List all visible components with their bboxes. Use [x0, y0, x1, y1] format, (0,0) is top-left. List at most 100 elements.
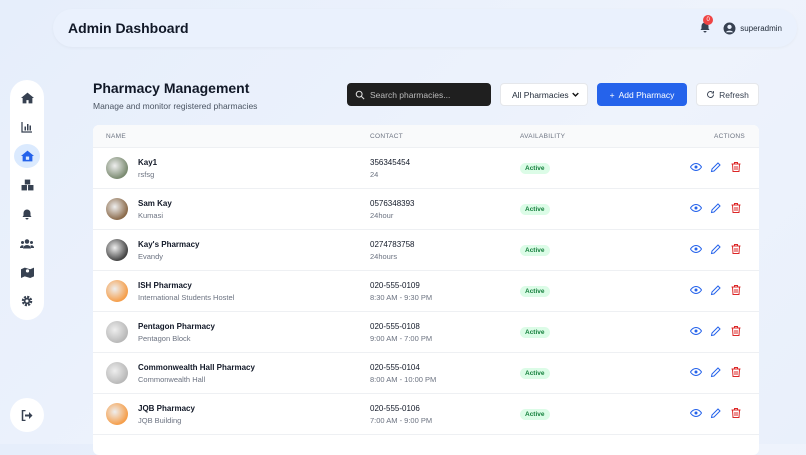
- column-name: NAME: [106, 133, 126, 140]
- view-button[interactable]: [690, 366, 702, 378]
- pharmacy-avatar: [106, 198, 128, 220]
- status-badge: Active: [520, 286, 550, 297]
- add-pharmacy-button[interactable]: + Add Pharmacy: [597, 83, 687, 106]
- status-badge: Active: [520, 409, 550, 420]
- refresh-label: Refresh: [719, 89, 749, 100]
- user-menu[interactable]: superadmin: [723, 22, 782, 35]
- status-badge: Active: [520, 245, 550, 256]
- refresh-icon: [707, 91, 715, 98]
- chevron-down-icon: [572, 92, 579, 97]
- view-button[interactable]: [690, 202, 702, 214]
- delete-button[interactable]: [730, 161, 742, 173]
- logout-icon: [21, 409, 33, 421]
- pharmacy-location: Commonwealth Hall: [138, 375, 206, 384]
- column-actions: ACTIONS: [714, 133, 745, 140]
- pharmacy-hours: 24: [370, 170, 379, 179]
- status-badge: Active: [520, 327, 550, 338]
- edit-button[interactable]: [710, 243, 722, 255]
- pharmacy-location: rsfsg: [138, 170, 155, 179]
- filter-select[interactable]: All Pharmacies: [500, 83, 588, 106]
- home-icon: [20, 92, 34, 104]
- view-button[interactable]: [690, 325, 702, 337]
- add-pharmacy-label: Add Pharmacy: [618, 89, 675, 100]
- app-title: Admin Dashboard: [68, 20, 189, 36]
- sidebar-item-notifications[interactable]: [14, 202, 40, 226]
- pharmacy-hours: 24hours: [370, 252, 398, 261]
- eye-icon: [690, 326, 702, 336]
- column-contact: CONTACT: [370, 133, 404, 140]
- pharmacy-avatar: [106, 321, 128, 343]
- delete-button[interactable]: [730, 325, 742, 337]
- pharmacy-hours: 8:30 AM - 9:30 PM: [370, 293, 433, 302]
- page-title: Pharmacy Management: [93, 80, 250, 96]
- delete-button[interactable]: [730, 284, 742, 296]
- sidebar-item-settings[interactable]: [14, 289, 40, 313]
- pencil-icon: [710, 244, 721, 255]
- pharmacy-location: International Students Hostel: [138, 293, 235, 302]
- username: superadmin: [740, 23, 782, 33]
- trash-icon: [731, 285, 741, 295]
- pharmacy-phone: 0576348393: [370, 199, 415, 208]
- page-subtitle: Manage and monitor registered pharmacies: [93, 101, 258, 111]
- delete-button[interactable]: [730, 407, 742, 419]
- refresh-button[interactable]: Refresh: [696, 83, 759, 106]
- pencil-icon: [710, 408, 721, 419]
- sidebar-item-users[interactable]: [14, 231, 40, 255]
- pharmacy-location: JQB Building: [138, 416, 182, 425]
- pencil-icon: [710, 203, 721, 214]
- edit-button[interactable]: [710, 161, 722, 173]
- sidebar-item-home[interactable]: [14, 86, 40, 110]
- delete-button[interactable]: [730, 243, 742, 255]
- filter-value: All Pharmacies: [512, 89, 569, 100]
- pencil-icon: [710, 162, 721, 173]
- top-bar: Admin Dashboard 0 superadmin: [53, 9, 797, 47]
- delete-button[interactable]: [730, 366, 742, 378]
- bell-icon: [700, 22, 710, 33]
- pharmacy-phone: 020-555-0104: [370, 363, 420, 372]
- pharmacy-name: Sam Kay: [138, 199, 172, 208]
- view-button[interactable]: [690, 407, 702, 419]
- sidebar-item-inventory[interactable]: [14, 173, 40, 197]
- notifications-button[interactable]: 0: [699, 15, 714, 35]
- search-input[interactable]: [370, 89, 480, 100]
- delete-button[interactable]: [730, 202, 742, 214]
- edit-button[interactable]: [710, 366, 722, 378]
- search-box[interactable]: [347, 83, 491, 106]
- pharmacy-phone: 020-555-0109: [370, 281, 420, 290]
- edit-button[interactable]: [710, 284, 722, 296]
- page-header: Pharmacy Management Manage and monitor r…: [93, 80, 257, 111]
- table-row: JQB Pharmacy JQB Building 020-555-0106 7…: [93, 394, 759, 435]
- view-button[interactable]: [690, 284, 702, 296]
- logout-button[interactable]: [10, 398, 44, 432]
- edit-button[interactable]: [710, 202, 722, 214]
- boxes-icon: [21, 179, 33, 191]
- map-icon: [20, 267, 34, 278]
- pharmacy-name: Commonwealth Hall Pharmacy: [138, 363, 255, 372]
- gear-icon: [21, 295, 33, 307]
- sidebar-item-pharmacies[interactable]: [14, 144, 40, 168]
- eye-icon: [690, 285, 702, 295]
- table-row: Kay's Pharmacy Evandy 0274783758 24hours…: [93, 230, 759, 271]
- table-row: ISH Pharmacy International Students Host…: [93, 271, 759, 312]
- sidebar: [10, 80, 44, 320]
- pharmacy-phone: 020-555-0106: [370, 404, 420, 413]
- status-badge: Active: [520, 368, 550, 379]
- table-row: Commonwealth Hall Pharmacy Commonwealth …: [93, 353, 759, 394]
- pharmacy-avatar: [106, 280, 128, 302]
- edit-button[interactable]: [710, 407, 722, 419]
- sidebar-item-analytics[interactable]: [14, 115, 40, 139]
- status-badge: Active: [520, 204, 550, 215]
- table-row: Sam Kay Kumasi 0576348393 24hour Active: [93, 189, 759, 230]
- sidebar-item-map[interactable]: [14, 260, 40, 284]
- pharmacy-hours: 7:00 AM - 9:00 PM: [370, 416, 433, 425]
- pharmacy-name: Kay's Pharmacy: [138, 240, 200, 249]
- eye-icon: [690, 244, 702, 254]
- eye-icon: [690, 203, 702, 213]
- view-button[interactable]: [690, 161, 702, 173]
- pencil-icon: [710, 326, 721, 337]
- edit-button[interactable]: [710, 325, 722, 337]
- pharmacy-avatar: [106, 403, 128, 425]
- table-row: Pentagon Pharmacy Pentagon Block 020-555…: [93, 312, 759, 353]
- view-button[interactable]: [690, 243, 702, 255]
- chart-bar-icon: [21, 122, 32, 133]
